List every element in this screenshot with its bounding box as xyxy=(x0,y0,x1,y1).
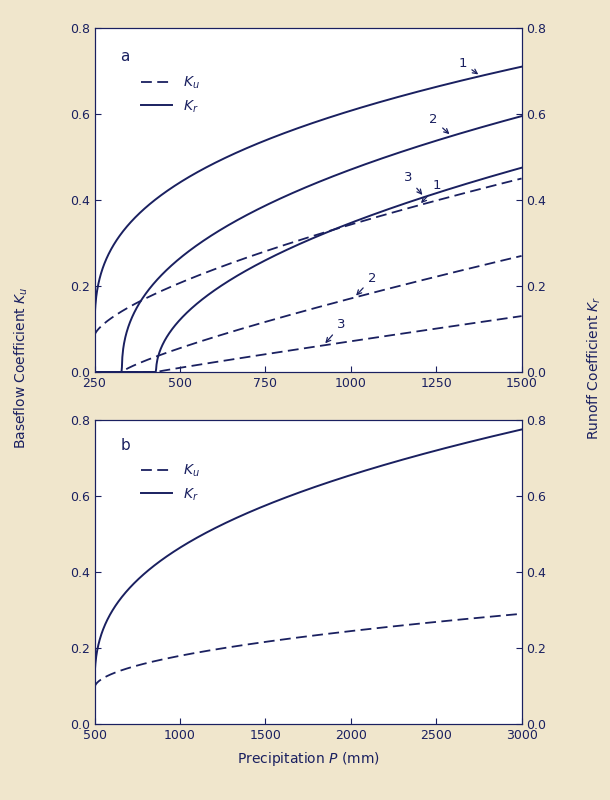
Legend: $K_u$, $K_r$: $K_u$, $K_r$ xyxy=(135,70,206,120)
Text: Baseflow Coefficient $K_u$: Baseflow Coefficient $K_u$ xyxy=(13,286,30,450)
Legend: $K_u$, $K_r$: $K_u$, $K_r$ xyxy=(135,458,206,508)
Text: Runoff Coefficient $K_r$: Runoff Coefficient $K_r$ xyxy=(586,296,603,440)
Text: b: b xyxy=(120,438,130,454)
Text: a: a xyxy=(120,49,129,64)
Text: 1: 1 xyxy=(422,179,441,202)
Text: 2: 2 xyxy=(357,272,376,294)
Text: 1: 1 xyxy=(458,57,477,74)
Text: 3: 3 xyxy=(326,318,346,342)
Text: 2: 2 xyxy=(429,114,448,134)
Text: 3: 3 xyxy=(404,171,422,194)
X-axis label: Precipitation $P$ (mm): Precipitation $P$ (mm) xyxy=(237,750,379,768)
